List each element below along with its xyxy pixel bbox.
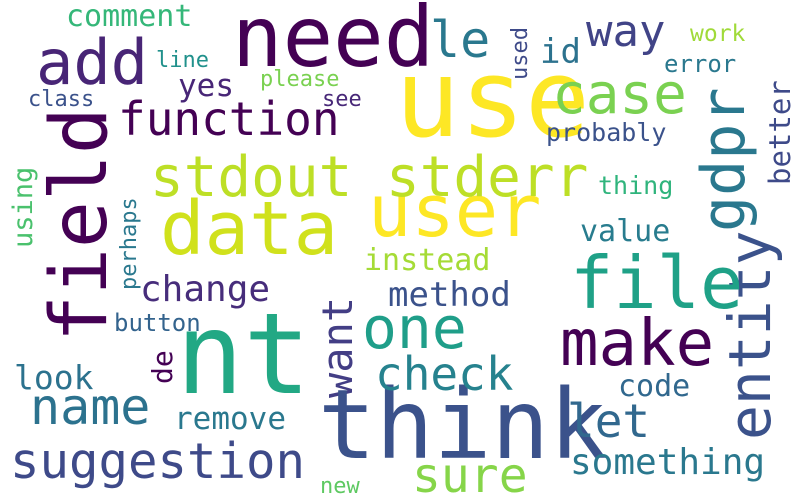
- word-want: want: [313, 297, 362, 398]
- word-remove: remove: [174, 401, 286, 437]
- word-class: class: [28, 87, 94, 112]
- word-case: case: [552, 62, 687, 127]
- word-line: line: [156, 48, 209, 73]
- word-way: way: [586, 6, 665, 57]
- word-function: function: [118, 92, 340, 146]
- word-value: value: [580, 214, 670, 249]
- word-used: used: [508, 27, 533, 80]
- word-something: something: [570, 442, 765, 483]
- word-instead: instead: [364, 243, 490, 278]
- word-user: user: [368, 169, 541, 253]
- word-check: check: [375, 347, 513, 401]
- word-stdout-stderr: stdout stderr: [150, 145, 588, 210]
- word-file: file: [570, 241, 743, 325]
- word-name: name: [30, 378, 150, 436]
- word-make: make: [560, 307, 714, 381]
- word-entity: entity: [716, 230, 784, 440]
- word-probably: probably: [546, 118, 666, 147]
- word-button: button: [114, 309, 201, 337]
- word-see: see: [322, 87, 362, 112]
- word-work: work: [690, 21, 746, 47]
- word-suggestion: suggestion: [10, 433, 305, 490]
- word-method: method: [388, 275, 511, 315]
- word-new: new: [320, 474, 360, 499]
- word-use: use: [395, 37, 590, 162]
- word-nt: nt: [176, 290, 311, 420]
- word-let: let: [567, 394, 650, 448]
- word-please: please: [260, 67, 339, 92]
- word-yes: yes: [178, 68, 234, 104]
- word-perhaps: perhaps: [117, 197, 142, 290]
- word-id: id: [540, 32, 581, 72]
- word-think: think: [318, 369, 607, 481]
- word-using: using: [8, 167, 39, 248]
- word-field: field: [35, 107, 125, 342]
- word-code: code: [618, 369, 690, 404]
- word-thing: thing: [598, 171, 673, 200]
- word-gdpr: gdpr: [689, 88, 759, 233]
- word-sure: sure: [412, 448, 528, 500]
- word-comment: comment: [66, 0, 192, 34]
- word-add: add: [36, 26, 148, 99]
- word-data: data: [160, 186, 338, 272]
- word-change: change: [140, 269, 270, 310]
- word-better: better: [763, 80, 797, 185]
- word-error: error: [664, 50, 736, 78]
- word-one: one: [362, 294, 467, 362]
- word-le: le: [430, 11, 490, 69]
- word-de: de: [146, 350, 179, 384]
- word-look: look: [14, 358, 94, 397]
- word-need: need: [232, 0, 434, 86]
